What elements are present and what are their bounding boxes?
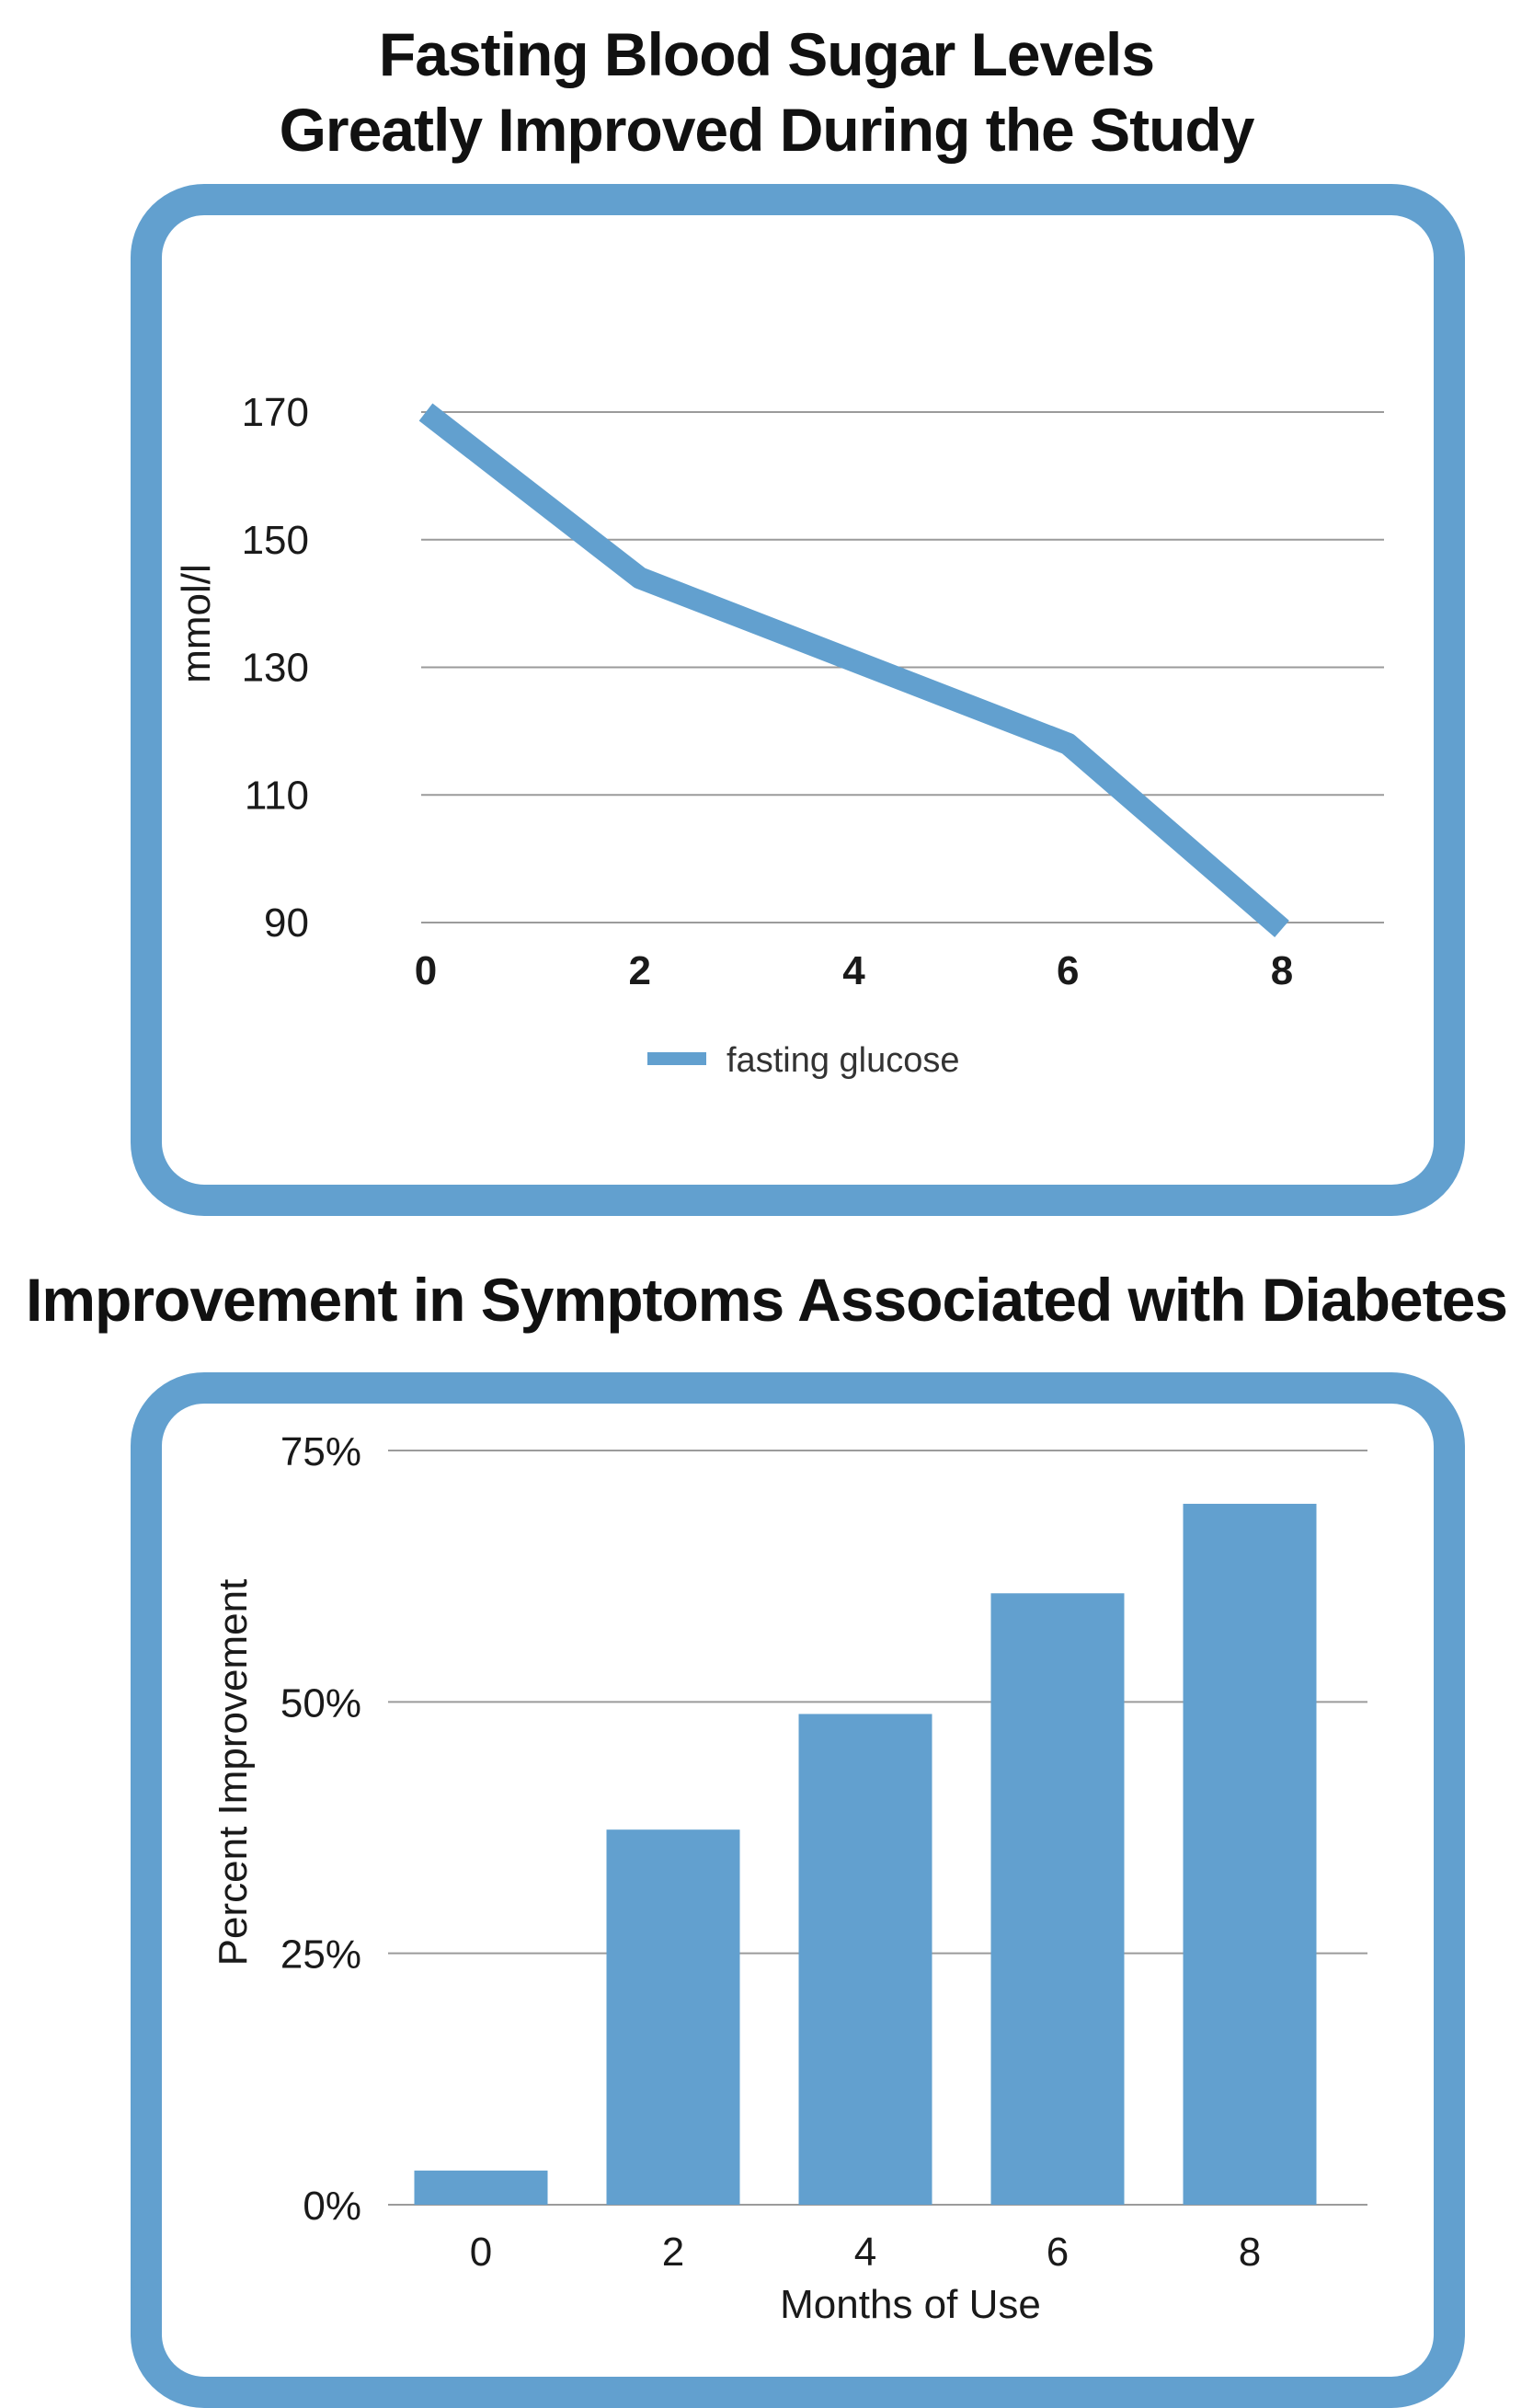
line-chart-y-tick-label: 90: [264, 900, 309, 946]
bar-chart-y-tick-label: 50%: [280, 1680, 361, 1726]
bar-chart-bar: [606, 1829, 740, 2205]
line-chart-y-tick-label: 150: [242, 518, 309, 563]
bar-chart-x-tick-label: 4: [854, 2230, 876, 2275]
line-chart-data-point: [425, 411, 427, 413]
line-chart-series-line: [418, 403, 1289, 938]
line-chart-panel: [131, 184, 1465, 1216]
bar-chart-x-tick-label: 0: [470, 2230, 492, 2275]
bar-chart-bar: [1183, 1503, 1317, 2205]
bar-chart: 75% 50% 25% 0% 0 2 4 6 8 Months of Use Percent Imp…: [211, 1429, 1367, 2327]
line-chart-title: Fasting Blood Sugar Levels Greatly Impro…: [0, 17, 1533, 167]
line-chart-title-line-1: Fasting Blood Sugar Levels: [378, 20, 1155, 88]
bar-chart-x-tick-label: 6: [1047, 2230, 1069, 2275]
line-chart: 170 150 130 110 90 0 2 4 6 8 mmol/l fasting glucose: [174, 390, 1384, 1080]
line-chart-data-point: [1067, 743, 1069, 745]
line-chart-y-tick-label: 170: [242, 390, 309, 435]
bar-chart-x-tick-label: 2: [662, 2230, 684, 2275]
line-chart-data-point: [853, 660, 855, 662]
bar-chart-y-axis-label: Percent Improvement: [211, 1579, 256, 1967]
line-chart-x-tick-label: 2: [629, 948, 651, 993]
bar-chart-bar: [414, 2170, 548, 2205]
line-chart-x-tick-label: 0: [415, 948, 437, 993]
line-chart-y-tick-label: 130: [242, 646, 309, 691]
line-chart-y-tick-label: 110: [245, 773, 309, 818]
line-chart-y-axis-label: mmol/l: [174, 564, 219, 683]
line-chart-x-tick-label: 4: [842, 948, 865, 993]
line-chart-data-point: [639, 577, 641, 579]
line-chart-x-tick-label: 6: [1057, 948, 1079, 993]
bar-chart-title: Improvement in Symptoms Associated with …: [0, 1262, 1533, 1337]
bar-chart-y-tick-label: 25%: [280, 1932, 361, 1978]
bar-chart-bar: [798, 1714, 932, 2205]
bar-chart-y-tick-label: 75%: [280, 1429, 361, 1474]
line-chart-title-line-2: Greatly Improved During the Study: [279, 96, 1255, 164]
bar-chart-y-tick-label: 0%: [303, 2184, 361, 2229]
bar-chart-title-line-1: Improvement in Symptoms Associated with …: [26, 1266, 1508, 1334]
line-chart-x-tick-label: 8: [1271, 948, 1293, 993]
line-chart-data-point: [1281, 928, 1283, 930]
bar-chart-x-tick-label: 8: [1239, 2230, 1261, 2275]
bar-chart-bar: [990, 1593, 1125, 2205]
legend-label: fasting glucose: [726, 1041, 960, 1080]
bar-chart-x-axis-label: Months of Use: [780, 2282, 1041, 2327]
